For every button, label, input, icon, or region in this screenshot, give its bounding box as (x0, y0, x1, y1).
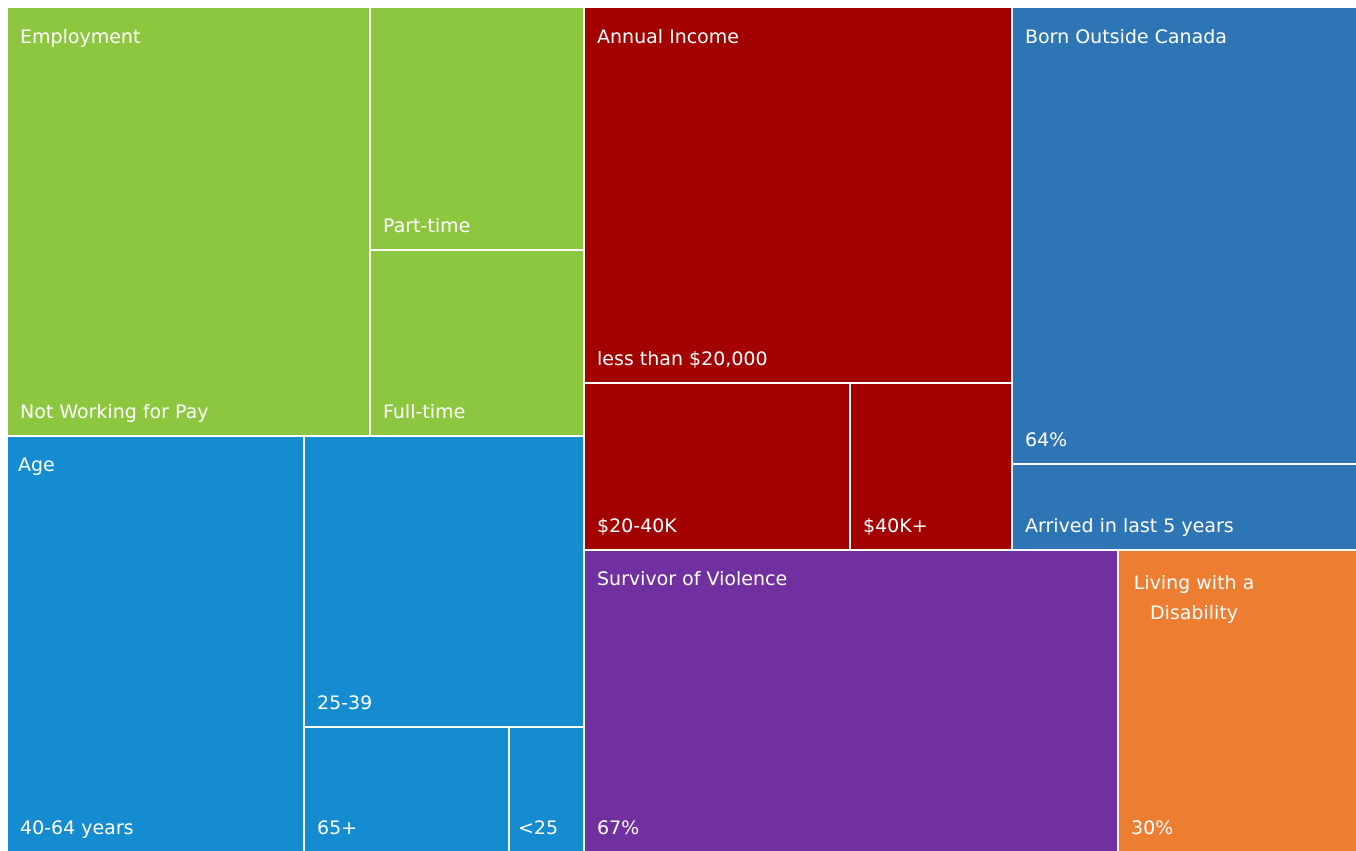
tile-label: $40K+ (863, 515, 928, 537)
tile: <25 (510, 728, 583, 851)
tile-label: 67% (597, 817, 640, 839)
tile-label: less than $20,000 (597, 348, 768, 370)
tile: 67% (585, 551, 1117, 851)
tile: 64% (1013, 8, 1356, 463)
group-title: Survivor of Violence (597, 568, 788, 590)
tile: Not Working for Pay (8, 8, 369, 435)
tile-label: 65+ (317, 817, 358, 839)
tile-label: 40-64 years (20, 817, 134, 839)
tile: less than $20,000 (585, 8, 1011, 382)
tile: 65+ (305, 728, 508, 851)
group-title: Born Outside Canada (1025, 26, 1227, 48)
tile-label: Arrived in last 5 years (1025, 515, 1234, 537)
tile-label: <25 (518, 817, 559, 839)
tile-label: 64% (1025, 429, 1068, 451)
group-title: Age (18, 454, 55, 476)
group-title: Living with a Disability (1133, 572, 1255, 624)
tile: Arrived in last 5 years (1013, 465, 1356, 549)
tile: 25-39 (305, 437, 583, 726)
tile: 40-64 years (8, 437, 303, 851)
tile: Part-time (371, 8, 583, 249)
group-title: Employment (20, 26, 141, 48)
tile-label: Not Working for Pay (20, 401, 209, 423)
tile: $40K+ (851, 384, 1011, 549)
tile-label: $20-40K (597, 515, 677, 537)
tile: Full-time (371, 251, 583, 435)
tile-label: Part-time (383, 215, 471, 237)
tile-label: 30% (1131, 817, 1174, 839)
group-title: Annual Income (597, 26, 739, 48)
tile-label: 25-39 (317, 692, 373, 714)
tile: $20-40K (585, 384, 849, 549)
tile: 30% (1119, 551, 1356, 851)
tile-label: Full-time (383, 401, 466, 423)
